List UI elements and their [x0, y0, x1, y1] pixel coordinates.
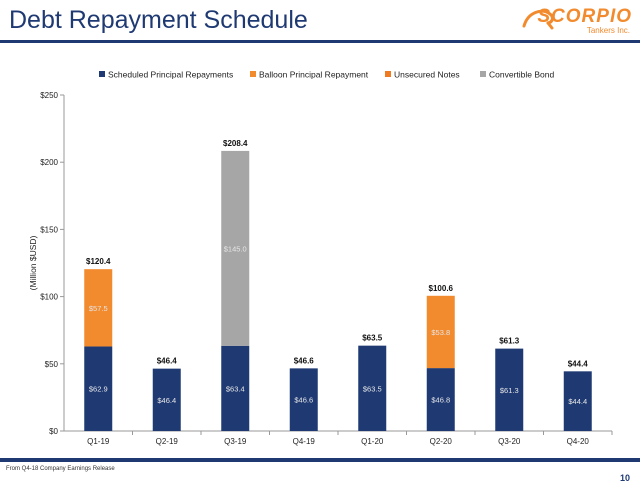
legend-label: Convertible Bond [489, 70, 554, 80]
bar-segment [495, 348, 524, 431]
total-label: $61.3 [499, 337, 520, 346]
y-tick-label: $250 [40, 91, 58, 100]
bar-segment [426, 368, 455, 431]
x-tick-label: Q3-19 [224, 437, 247, 446]
legend-swatch [250, 71, 256, 77]
y-tick-label: $150 [40, 225, 58, 234]
data-label: $57.5 [89, 304, 108, 313]
data-label: $61.3 [500, 386, 519, 395]
data-label: $63.4 [226, 384, 245, 393]
logo-subtitle: Tankers Inc. [586, 26, 630, 35]
data-label: $46.8 [431, 396, 450, 405]
data-label: $53.8 [431, 328, 450, 337]
data-label: $62.9 [89, 385, 108, 394]
title-divider [0, 40, 640, 43]
data-label: $46.6 [294, 396, 313, 405]
legend-swatch [385, 71, 391, 77]
legend-label: Balloon Principal Repayment [259, 70, 369, 80]
x-tick-label: Q1-20 [361, 437, 384, 446]
legend-label: Scheduled Principal Repayments [108, 70, 233, 80]
y-tick-label: $0 [49, 427, 58, 436]
y-tick-label: $200 [40, 158, 58, 167]
bar-segment [84, 269, 113, 347]
debt-repayment-chart: Scheduled Principal Repayments Balloon Pr… [28, 70, 613, 446]
page-title: Debt Repayment Schedule [9, 6, 308, 34]
company-logo: SCORPIO Tankers Inc. [520, 2, 632, 40]
x-tick-label: Q4-19 [293, 437, 316, 446]
total-label: $63.5 [362, 334, 383, 343]
total-label: $120.4 [86, 257, 111, 266]
source-note: From Q4-18 Company Earnings Release [6, 466, 115, 472]
y-tick-label: $100 [40, 293, 58, 302]
total-label: $100.6 [429, 284, 454, 293]
bar-segment [289, 368, 318, 431]
x-tick-label: Q4-20 [567, 437, 590, 446]
bar-segment [221, 345, 250, 431]
y-tick-label: $50 [45, 360, 59, 369]
x-tick-label: Q3-20 [498, 437, 521, 446]
legend-label: Unsecured Notes [394, 70, 460, 80]
scorpion-mark-icon [522, 9, 554, 30]
bar-segment [84, 346, 113, 431]
total-label: $44.4 [568, 359, 589, 368]
bar-segment [426, 295, 455, 369]
legend-swatch [480, 71, 486, 77]
y-axis-label: (Million $USD) [28, 235, 38, 290]
total-label: $208.4 [223, 139, 248, 148]
data-label: $63.5 [363, 384, 382, 393]
data-label: $145.0 [224, 244, 247, 253]
page-number: 10 [619, 473, 630, 483]
bar-segment [152, 368, 181, 431]
bar-segment [221, 150, 250, 346]
legend-swatch [99, 71, 105, 77]
data-label: $44.4 [568, 397, 587, 406]
x-tick-label: Q2-20 [430, 437, 453, 446]
x-tick-label: Q2-19 [156, 437, 179, 446]
total-label: $46.6 [294, 356, 315, 365]
x-tick-label: Q1-19 [87, 437, 110, 446]
logo-wordmark: SCORPIO [537, 6, 632, 27]
footer-divider [0, 458, 640, 462]
bar-segment [358, 345, 387, 431]
data-label: $46.4 [157, 396, 176, 405]
bar-segment [563, 371, 592, 431]
total-label: $46.4 [157, 357, 178, 366]
